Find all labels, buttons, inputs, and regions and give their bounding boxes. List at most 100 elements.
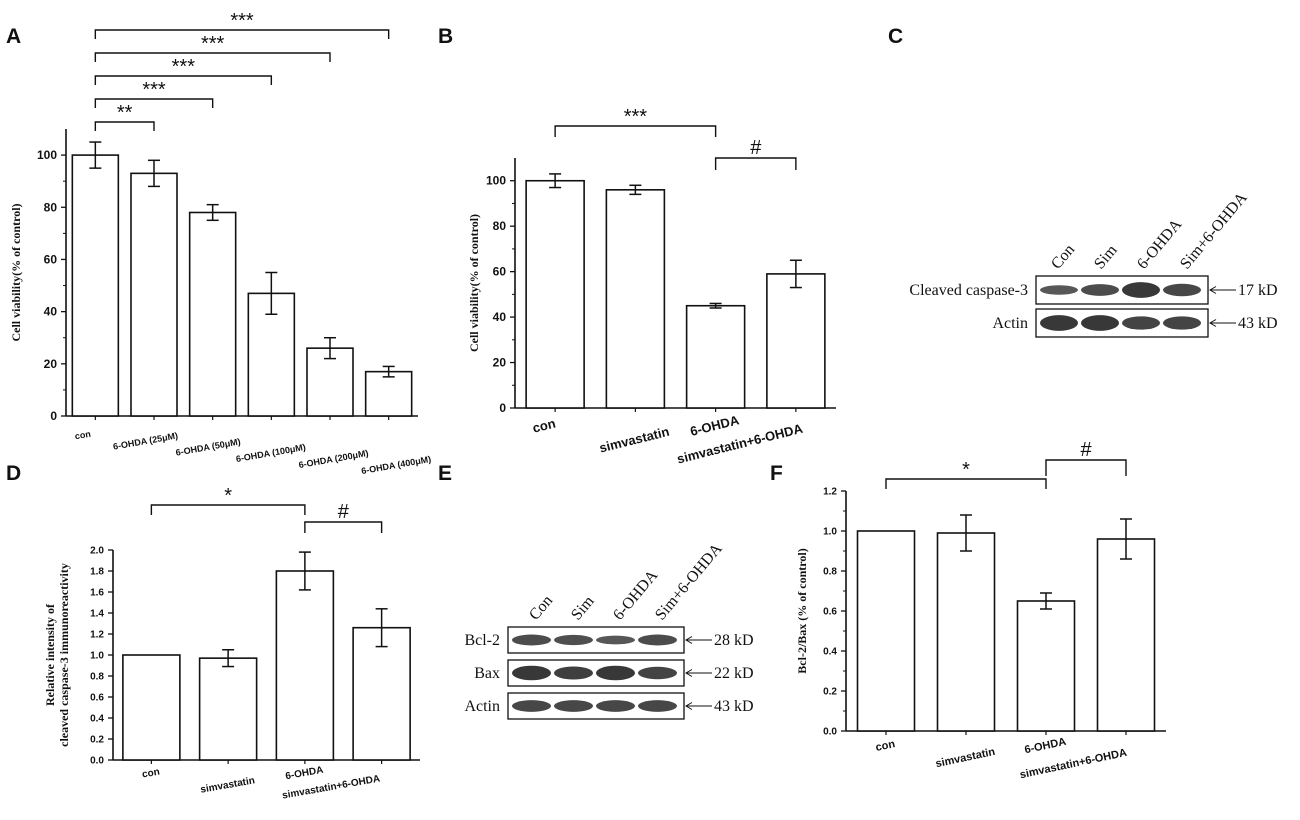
x-category-label-f-2: 6-OHDA bbox=[1024, 736, 1068, 757]
y-tick-label-b: 40 bbox=[493, 310, 507, 324]
significance-stars-a-3: *** bbox=[142, 79, 166, 101]
x-category-label-a-3: 6-OHDA (100μM) bbox=[235, 442, 306, 464]
blot-row-name-c-1: Actin bbox=[992, 315, 1028, 332]
blot-band-e-1-2 bbox=[596, 665, 635, 681]
y-tick-label-d: 1.8 bbox=[90, 567, 104, 578]
significance-hash-b-1: # bbox=[750, 137, 762, 159]
y-tick-label-b: 80 bbox=[493, 219, 507, 233]
lane-label-c-0: Con bbox=[1048, 241, 1078, 272]
blot-band-c-0-3 bbox=[1163, 283, 1201, 297]
blot-size-e-2: 43 kD bbox=[714, 698, 754, 715]
blot-row-name-e-1: Bax bbox=[474, 665, 500, 682]
blot-band-c-0-0 bbox=[1040, 285, 1078, 295]
significance-stars-a-2: *** bbox=[172, 56, 196, 78]
bar-f-2 bbox=[1016, 600, 1076, 732]
blot-band-c-0-1 bbox=[1081, 284, 1119, 296]
y-tick-label-f: 0.6 bbox=[823, 607, 837, 618]
y-tick-label-d: 1.2 bbox=[90, 630, 104, 641]
y-tick-label-f: 1.2 bbox=[823, 487, 837, 498]
blot-band-e-0-0 bbox=[512, 634, 551, 646]
y-tick-label-f: 0.8 bbox=[823, 567, 837, 578]
y-tick-label-f: 0.0 bbox=[823, 727, 837, 738]
y-axis-label-d-0: Relative intensity of bbox=[43, 603, 57, 706]
bar-b-1 bbox=[605, 189, 666, 409]
bar-a-0 bbox=[71, 154, 120, 417]
significance-bracket-f-1 bbox=[1045, 459, 1127, 476]
blot-band-e-1-1 bbox=[554, 666, 593, 680]
y-tick-label-d: 1.0 bbox=[90, 651, 104, 662]
significance-star-f-0: * bbox=[962, 459, 970, 481]
significance-bracket-a-4 bbox=[94, 121, 155, 131]
bar-f-1 bbox=[936, 532, 996, 732]
lane-label-c-3: Sim+6-OHDA bbox=[1177, 189, 1251, 273]
x-category-label-a-0: con bbox=[74, 429, 92, 442]
significance-bracket-b-1 bbox=[714, 157, 797, 170]
lane-label-e-0: Con bbox=[526, 592, 556, 623]
bar-d-0 bbox=[122, 654, 181, 761]
x-category-label-a-2: 6-OHDA (50μM) bbox=[175, 436, 241, 457]
y-tick-label-d: 1.6 bbox=[90, 588, 104, 599]
arrow-head-icon bbox=[685, 702, 693, 710]
y-tick-label-a: 40 bbox=[44, 305, 58, 319]
blot-band-c-1-1 bbox=[1081, 315, 1119, 331]
bar-f-3 bbox=[1096, 538, 1156, 732]
blot-band-e-1-3 bbox=[638, 666, 677, 680]
blot-row-name-e-2: Actin bbox=[464, 698, 500, 715]
bar-b-2 bbox=[685, 304, 746, 409]
y-tick-label-d: 2.0 bbox=[90, 546, 104, 557]
x-category-label-d-0: con bbox=[141, 767, 160, 781]
y-axis-label-b: Cell viability(% of control) bbox=[467, 214, 481, 352]
blot-size-c-0: 17 kD bbox=[1238, 282, 1278, 299]
x-category-label-f-0: con bbox=[875, 738, 897, 754]
bar-f-0 bbox=[856, 530, 916, 732]
x-category-label-b-0: con bbox=[531, 416, 557, 436]
significance-bracket-b-0 bbox=[554, 125, 717, 137]
blot-band-e-0-2 bbox=[596, 635, 635, 645]
y-tick-label-a: 20 bbox=[44, 357, 58, 371]
blot-row-name-c-0: Cleaved caspase-3 bbox=[909, 282, 1028, 299]
arrow-head-icon bbox=[1209, 319, 1217, 327]
blot-row-name-e-0: Bcl-2 bbox=[464, 632, 500, 649]
blot-band-c-1-2 bbox=[1122, 316, 1160, 330]
bar-a-2 bbox=[188, 211, 237, 417]
blot-size-e-0: 28 kD bbox=[714, 632, 754, 649]
lane-label-e-3: Sim+6-OHDA bbox=[652, 540, 726, 624]
panel-letter-c: C bbox=[888, 25, 903, 48]
blot-band-e-0-1 bbox=[554, 634, 593, 646]
y-tick-label-a: 100 bbox=[37, 148, 57, 162]
blot-band-e-2-0 bbox=[512, 700, 551, 712]
blot-band-e-2-2 bbox=[596, 700, 635, 712]
bar-d-3 bbox=[352, 626, 411, 761]
chart-panel-a: 0 20 40 60 80 100 con 6-OHDA (25μM)6-OHDA (50μM… bbox=[9, 10, 432, 476]
significance-stars-a-4: ** bbox=[117, 102, 133, 124]
panel-letter-e: E bbox=[438, 462, 452, 485]
blot-band-e-0-3 bbox=[638, 634, 677, 646]
y-tick-label-b: 0 bbox=[499, 401, 506, 415]
significance-bracket-a-0 bbox=[94, 29, 390, 39]
y-tick-label-f: 1.0 bbox=[823, 527, 837, 538]
blot-band-e-2-3 bbox=[638, 700, 677, 712]
y-tick-label-f: 0.4 bbox=[823, 647, 837, 658]
bar-a-4 bbox=[306, 347, 354, 417]
y-tick-label-d: 1.4 bbox=[90, 609, 104, 620]
lane-label-c-1: Sim bbox=[1091, 241, 1121, 272]
bar-d-2 bbox=[275, 570, 335, 761]
significance-hash-f-1: # bbox=[1080, 439, 1092, 461]
arrow-head-icon bbox=[685, 636, 693, 644]
bar-b-0 bbox=[525, 179, 585, 409]
arrow-head-icon bbox=[685, 669, 693, 677]
arrow-head-icon bbox=[1209, 286, 1217, 294]
significance-bracket-d-0 bbox=[150, 504, 306, 515]
significance-hash-d-1: # bbox=[338, 501, 350, 523]
panel-letter-d: D bbox=[6, 462, 21, 485]
significance-stars-b-0: *** bbox=[624, 106, 648, 128]
y-tick-label-b: 100 bbox=[486, 174, 506, 188]
x-category-label-b-1: simvastatin bbox=[598, 424, 671, 456]
y-tick-label-b: 20 bbox=[493, 356, 507, 370]
x-category-label-b-2: 6-OHDA bbox=[689, 412, 742, 439]
bar-d-1 bbox=[198, 657, 258, 761]
y-axis-label-a: Cell viability(% of control) bbox=[9, 203, 23, 341]
